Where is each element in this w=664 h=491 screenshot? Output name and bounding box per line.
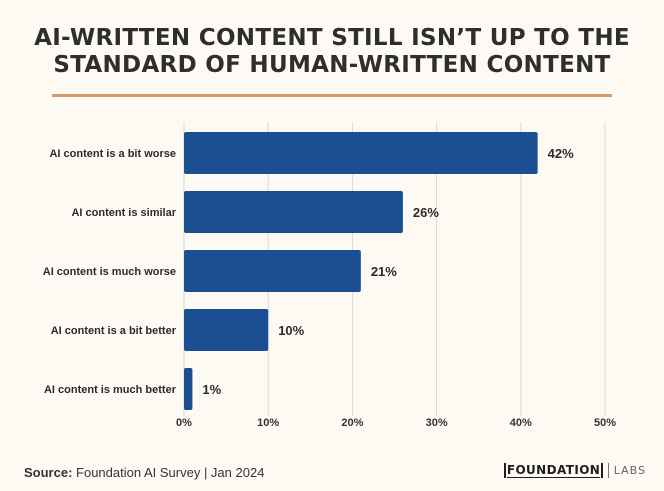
source-label: Source: (24, 465, 73, 480)
category-label: AI content is a bit worse (49, 148, 176, 160)
category-label: AI content is a bit better (51, 325, 177, 337)
chart-title: AI-WRITTEN CONTENT STILL ISN’T UP TO THE… (34, 25, 630, 78)
bar (184, 132, 538, 174)
x-tick-label: 50% (594, 417, 616, 429)
x-tick-label: 20% (341, 417, 363, 429)
bar (184, 309, 269, 351)
title-divider (52, 94, 612, 97)
bar (184, 368, 193, 410)
category-label: AI content is much better (44, 384, 177, 396)
source-text: Foundation AI Survey | Jan 2024 (76, 465, 265, 480)
bar (184, 250, 361, 292)
category-label: AI content is much worse (43, 266, 176, 278)
value-label: 26% (413, 205, 439, 220)
x-tick-label: 40% (510, 417, 532, 429)
logo-bar-left (504, 463, 506, 478)
x-tick-label: 30% (426, 417, 448, 429)
source-note: Source: Foundation AI Survey | Jan 2024 (24, 465, 264, 480)
value-label: 10% (278, 323, 304, 338)
value-label: 21% (371, 264, 397, 279)
logo-suffix: LABS (613, 464, 646, 477)
x-tick-label: 0% (176, 417, 192, 429)
category-label: AI content is similar (71, 207, 176, 219)
x-tick-label: 10% (257, 417, 279, 429)
logo-brand: FOUNDATION (506, 463, 601, 478)
foundation-labs-logo: FOUNDATION LABS (503, 463, 646, 478)
bar-chart: 0% 10% 20% 30% 40% 50% AI content is a bit wor… (43, 122, 616, 429)
logo-bar-right (601, 463, 603, 478)
value-label: 1% (202, 382, 221, 397)
value-label: 42% (548, 146, 574, 161)
bar (184, 191, 403, 233)
logo-separator (607, 463, 609, 478)
